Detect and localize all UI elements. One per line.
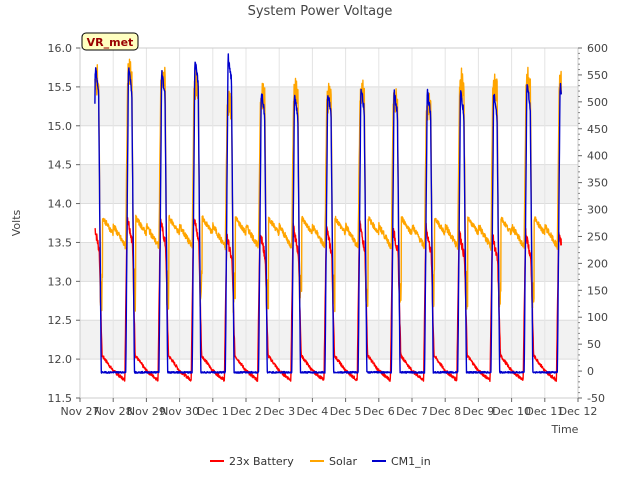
plot-band: [80, 242, 578, 282]
x-tick-label: Dec 2: [230, 405, 262, 418]
x-tick-label: Nov 28: [94, 405, 133, 418]
y-left-tick-label: 16.0: [48, 42, 73, 55]
y-left-tick-label: 15.5: [48, 81, 73, 94]
vr-met-annotation: VR_met: [81, 32, 139, 51]
y-right-tick-label: 200: [587, 257, 608, 270]
chart-title: System Power Voltage: [248, 4, 393, 19]
x-tick-label: Dec 12: [559, 405, 598, 418]
x-tick-label: Dec 3: [263, 405, 295, 418]
plot-band: [80, 164, 578, 204]
y-right-tick-label: 350: [587, 177, 608, 190]
y-left-ticks: 11.5 12.0 12.5 13.0 13.5 14.0 14.5 15.0 15.5 16.0: [48, 42, 80, 405]
y-right-tick-label: 400: [587, 150, 608, 163]
y-right-tick-label: 0: [587, 365, 594, 378]
y-left-tick-label: 12.5: [48, 314, 73, 327]
legend-label-cm1: CM1_in: [391, 455, 431, 468]
y-right-tick-label: 250: [587, 230, 608, 243]
y-left-tick-label: 14.5: [48, 159, 73, 172]
y-left-tick-label: 11.5: [48, 392, 73, 405]
x-tick-label: Dec 8: [429, 405, 461, 418]
x-tick-label: Dec 4: [297, 405, 329, 418]
y-right-tick-label: 500: [587, 96, 608, 109]
x-tick-label: Dec 9: [463, 405, 495, 418]
y-left-tick-label: 13.5: [48, 236, 73, 249]
y-left-tick-label: 13.0: [48, 275, 73, 288]
plot-band: [80, 320, 578, 360]
x-tick-label: Dec 7: [396, 405, 428, 418]
series-line-23x-battery: [94, 217, 562, 382]
y-right-ticks: -50 0 50 100 150 200 250 300 350 400 450 500 550 600: [578, 42, 608, 405]
x-tick-label: Nov 30: [160, 405, 199, 418]
y-left-tick-label: 12.0: [48, 353, 73, 366]
annotation-box: [81, 32, 139, 51]
y-left-tick-label: 15.0: [48, 120, 73, 133]
series-line-cm1-in: [94, 53, 562, 374]
legend-label-solar: Solar: [329, 455, 358, 468]
annotation-text: VR_met: [87, 36, 134, 49]
y-right-tick-label: 150: [587, 284, 608, 297]
plot-frame: [79, 47, 579, 399]
y-axis-label: Volts: [10, 209, 23, 236]
series-layer: [94, 53, 562, 382]
x-axis-label: Time: [551, 423, 579, 436]
legend-label-battery: 23x Battery: [229, 455, 294, 468]
y-left-tick-label: 14.0: [48, 198, 73, 211]
y-right-tick-label: 50: [587, 338, 601, 351]
y-right-tick-label: -50: [587, 392, 605, 405]
x-tick-label: Nov 29: [127, 405, 166, 418]
legend: 23x Battery Solar CM1_in: [210, 455, 431, 468]
y-right-tick-label: 550: [587, 69, 608, 82]
y-right-tick-label: 600: [587, 42, 608, 55]
y-right-tick-label: 450: [587, 123, 608, 136]
x-tick-label: Dec 6: [363, 405, 395, 418]
x-tick-label: Dec 5: [330, 405, 362, 418]
x-tick-label: Nov 27: [61, 405, 100, 418]
y-right-tick-label: 300: [587, 204, 608, 217]
x-tick-label: Dec 10: [492, 405, 531, 418]
x-tick-label: Dec 11: [525, 405, 564, 418]
y-right-tick-label: 100: [587, 311, 608, 324]
x-tick-label: Dec 1: [197, 405, 229, 418]
